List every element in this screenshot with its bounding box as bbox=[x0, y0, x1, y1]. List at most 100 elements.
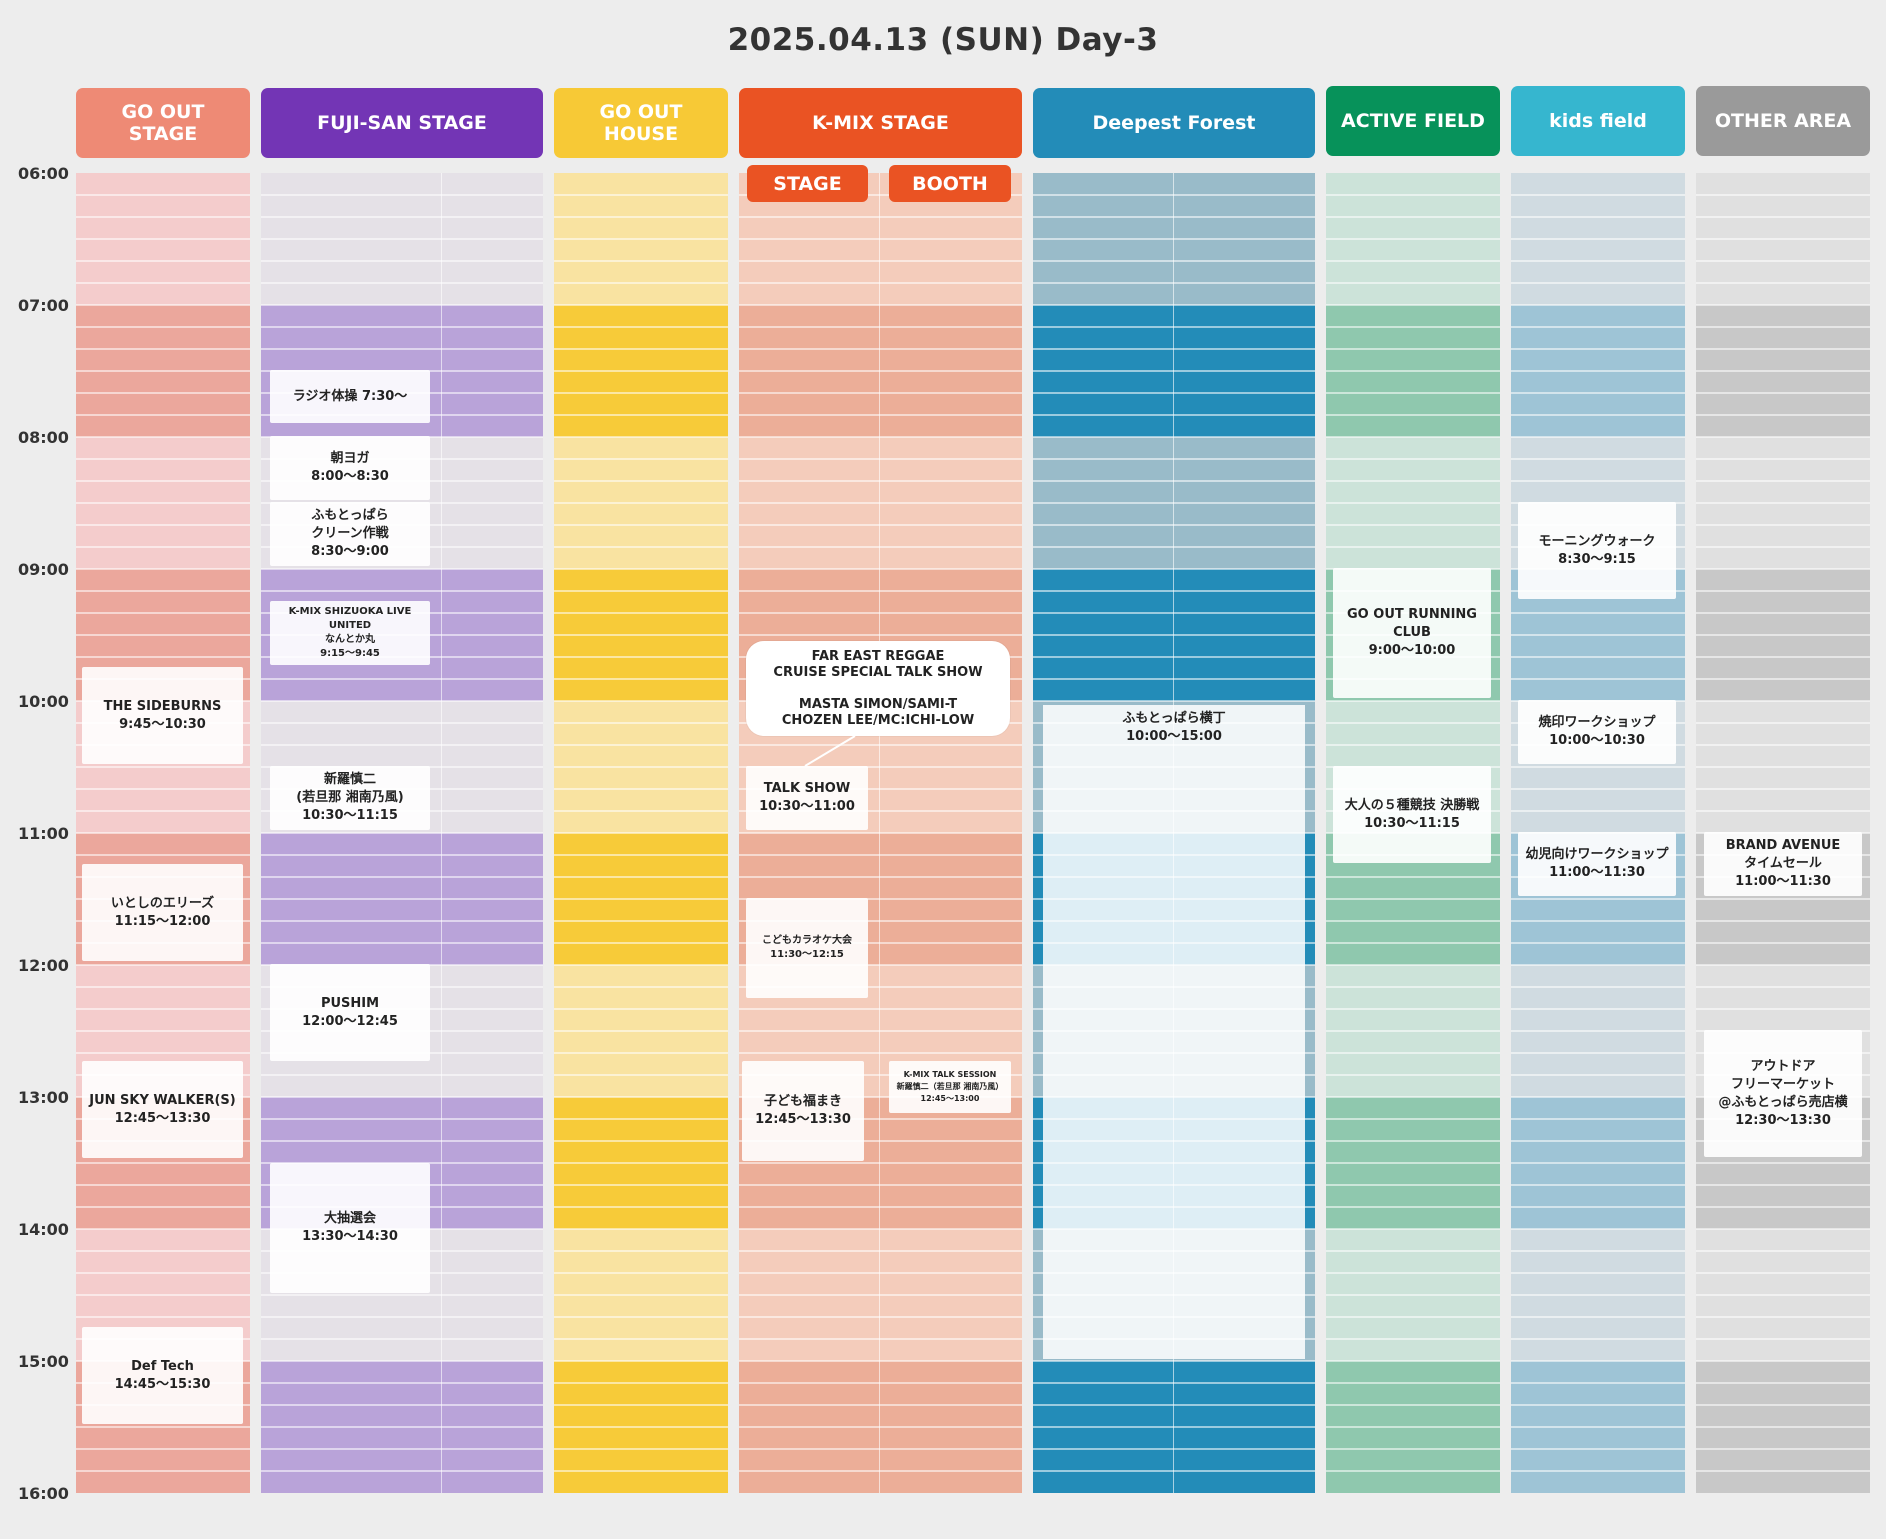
grid-line bbox=[739, 392, 1022, 394]
grid-line bbox=[1511, 898, 1685, 900]
grid-line bbox=[76, 590, 250, 592]
grid-line bbox=[1033, 260, 1315, 262]
event-fujisan[interactable]: K-MIX SHIZUOKA LIVE UNITED なんとか丸 9:15〜9:… bbox=[270, 601, 430, 665]
event-kmix[interactable]: 子ども福まき 12:45〜13:30 bbox=[742, 1061, 864, 1161]
grid-line bbox=[1326, 326, 1500, 328]
grid-line bbox=[1033, 700, 1315, 702]
event-deepest[interactable]: ふもとっぱら横丁 10:00〜15:00 bbox=[1043, 700, 1305, 780]
grid-line bbox=[1033, 480, 1315, 482]
grid-line bbox=[1511, 1162, 1685, 1164]
event-kmix[interactable]: TALK SHOW 10:30〜11:00 bbox=[746, 766, 868, 830]
grid-line bbox=[1696, 1008, 1870, 1010]
grid-line bbox=[1511, 612, 1685, 614]
grid-line bbox=[1033, 1404, 1315, 1406]
grid-line bbox=[76, 238, 250, 240]
grid-line bbox=[554, 1272, 728, 1274]
grid-line bbox=[76, 568, 250, 570]
grid-line bbox=[1511, 194, 1685, 196]
stage-column-goout-house bbox=[554, 173, 728, 1493]
time-label: 12:00 bbox=[18, 956, 69, 975]
grid-line bbox=[1033, 282, 1315, 284]
grid-line bbox=[1511, 1338, 1685, 1340]
grid-line bbox=[261, 1118, 543, 1120]
event-fujisan[interactable]: 朝ヨガ 8:00〜8:30 bbox=[270, 436, 430, 500]
grid-line bbox=[1326, 304, 1500, 306]
grid-line bbox=[1326, 1118, 1500, 1120]
grid-line bbox=[76, 1294, 250, 1296]
event-active[interactable]: 大人の５種競技 決勝戦 10:30〜11:15 bbox=[1333, 766, 1491, 863]
event-kmix[interactable]: FAR EAST REGGAE CRUISE SPECIAL TALK SHOW… bbox=[746, 641, 1010, 736]
event-fujisan[interactable]: ラジオ体操 7:30〜 bbox=[270, 370, 430, 423]
event-fujisan[interactable]: PUSHIM 12:00〜12:45 bbox=[270, 964, 430, 1061]
grid-line bbox=[1696, 1162, 1870, 1164]
grid-line bbox=[261, 1360, 543, 1362]
grid-line bbox=[739, 788, 1022, 790]
event-goout-stage[interactable]: JUN SKY WALKER(S) 12:45〜13:30 bbox=[82, 1061, 243, 1158]
grid-line bbox=[1511, 1206, 1685, 1208]
grid-line bbox=[76, 1470, 250, 1472]
grid-line bbox=[76, 1316, 250, 1318]
event-lane-highlight bbox=[1043, 705, 1305, 1359]
grid-line bbox=[554, 1140, 728, 1142]
grid-line bbox=[1326, 370, 1500, 372]
grid-line bbox=[1511, 1404, 1685, 1406]
event-other[interactable]: BRAND AVENUE タイムセール 11:00〜11:30 bbox=[1704, 832, 1862, 896]
grid-line bbox=[76, 964, 250, 966]
grid-line bbox=[554, 1162, 728, 1164]
grid-line bbox=[1033, 238, 1315, 240]
event-kids[interactable]: 焼印ワークショップ 10:00〜10:30 bbox=[1518, 700, 1676, 764]
grid-line bbox=[554, 304, 728, 306]
grid-line bbox=[739, 194, 1022, 196]
grid-line bbox=[739, 480, 1022, 482]
event-goout-stage[interactable]: いとしのエリーズ 11:15〜12:00 bbox=[82, 864, 243, 961]
event-goout-stage[interactable]: THE SIDEBURNS 9:45〜10:30 bbox=[82, 667, 243, 764]
event-label: 大人の５種競技 決勝戦 10:30〜11:15 bbox=[1344, 797, 1480, 831]
grid-line bbox=[554, 282, 728, 284]
grid-line bbox=[739, 634, 1022, 636]
event-label: 大抽選会 13:30〜14:30 bbox=[302, 1211, 398, 1244]
grid-line bbox=[261, 1382, 543, 1384]
grid-line bbox=[554, 634, 728, 636]
event-fujisan[interactable]: ふもとっぱら クリーン作戦 8:30〜9:00 bbox=[270, 502, 430, 566]
grid-line bbox=[1326, 392, 1500, 394]
grid-line bbox=[739, 854, 1022, 856]
grid-line bbox=[76, 502, 250, 504]
grid-line bbox=[76, 370, 250, 372]
event-active[interactable]: GO OUT RUNNING CLUB 9:00〜10:00 bbox=[1333, 568, 1491, 698]
event-label: THE SIDEBURNS 9:45〜10:30 bbox=[103, 698, 222, 732]
grid-line bbox=[554, 524, 728, 526]
grid-line bbox=[739, 766, 1022, 768]
event-kmix[interactable]: K-MIX TALK SESSION 新羅慎二（若旦那 湘南乃風） 12:45〜… bbox=[889, 1061, 1011, 1113]
event-goout-stage[interactable]: Def Tech 14:45〜15:30 bbox=[82, 1327, 243, 1424]
grid-line bbox=[739, 1382, 1022, 1384]
grid-line bbox=[1326, 986, 1500, 988]
grid-line bbox=[261, 722, 543, 724]
event-kids[interactable]: 幼児向けワークショップ 11:00〜11:30 bbox=[1518, 832, 1676, 896]
time-label: 07:00 bbox=[18, 296, 69, 315]
event-fujisan[interactable]: 新羅慎二 (若旦那 湘南乃風) 10:30〜11:15 bbox=[270, 766, 430, 830]
grid-line bbox=[1696, 942, 1870, 944]
stage-header-active: ACTIVE FIELD bbox=[1326, 86, 1500, 156]
grid-line bbox=[261, 920, 543, 922]
grid-line bbox=[554, 612, 728, 614]
time-label: 15:00 bbox=[18, 1352, 69, 1371]
grid-line bbox=[739, 1404, 1022, 1406]
event-kmix[interactable]: こどもカラオケ大会 11:30〜12:15 bbox=[746, 898, 868, 998]
grid-line bbox=[554, 766, 728, 768]
grid-line bbox=[739, 1272, 1022, 1274]
grid-line bbox=[1033, 1360, 1315, 1362]
grid-line bbox=[1511, 1008, 1685, 1010]
grid-line bbox=[261, 238, 543, 240]
grid-line bbox=[76, 1426, 250, 1428]
grid-line bbox=[1696, 1338, 1870, 1340]
time-label: 08:00 bbox=[18, 428, 69, 447]
event-other[interactable]: アウトドア フリーマーケット @ふもとっぱら売店横 12:30〜13:30 bbox=[1704, 1030, 1862, 1157]
grid-line bbox=[1696, 1426, 1870, 1428]
event-kids[interactable]: モーニングウォーク 8:30〜9:15 bbox=[1518, 502, 1676, 599]
grid-line bbox=[261, 1470, 543, 1472]
grid-line bbox=[1511, 480, 1685, 482]
grid-line bbox=[739, 986, 1022, 988]
grid-line bbox=[1326, 1162, 1500, 1164]
grid-line bbox=[1326, 1316, 1500, 1318]
event-fujisan[interactable]: 大抽選会 13:30〜14:30 bbox=[270, 1163, 430, 1293]
